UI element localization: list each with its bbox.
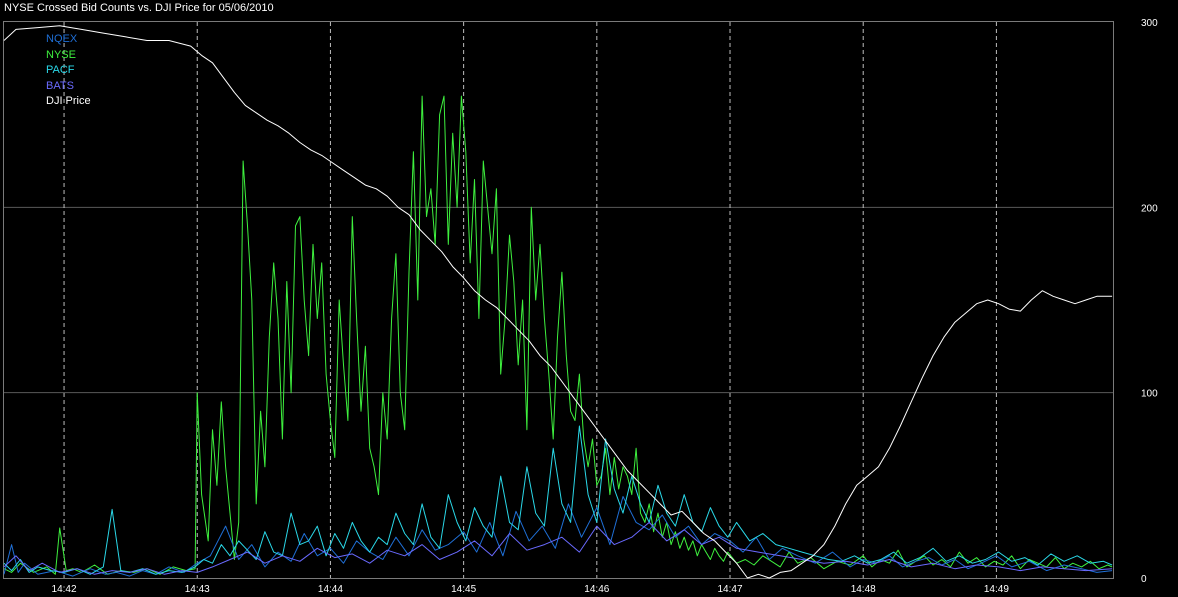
series-line-dji-price <box>4 26 1112 578</box>
x-tick-label: 14:49 <box>984 584 1009 595</box>
y-tick-label: 300 <box>1141 18 1158 29</box>
legend-entry-nqex: NQEX <box>46 32 91 48</box>
series-line-pacf <box>4 426 1112 574</box>
legend: NQEX NYSE PACF BATS DJI Price <box>46 32 91 110</box>
x-tick-label: 14:45 <box>451 584 476 595</box>
legend-entry-pacf: PACF <box>46 63 91 79</box>
series-line-bats <box>4 522 1112 574</box>
x-tick-label: 14:48 <box>851 584 876 595</box>
x-tick-label: 14:44 <box>318 584 343 595</box>
x-tick-label: 14:42 <box>52 584 77 595</box>
legend-entry-nyse: NYSE <box>46 48 91 64</box>
legend-entry-dji-price: DJI Price <box>46 94 91 110</box>
x-tick-label: 14:47 <box>717 584 742 595</box>
y-tick-label: 200 <box>1141 203 1158 214</box>
y-tick-label: 0 <box>1141 574 1147 585</box>
x-tick-label: 14:46 <box>584 584 609 595</box>
legend-entry-bats: BATS <box>46 79 91 95</box>
series-line-nqex <box>4 497 1112 577</box>
y-tick-label: 100 <box>1141 389 1158 400</box>
x-tick-label: 14:43 <box>185 584 210 595</box>
